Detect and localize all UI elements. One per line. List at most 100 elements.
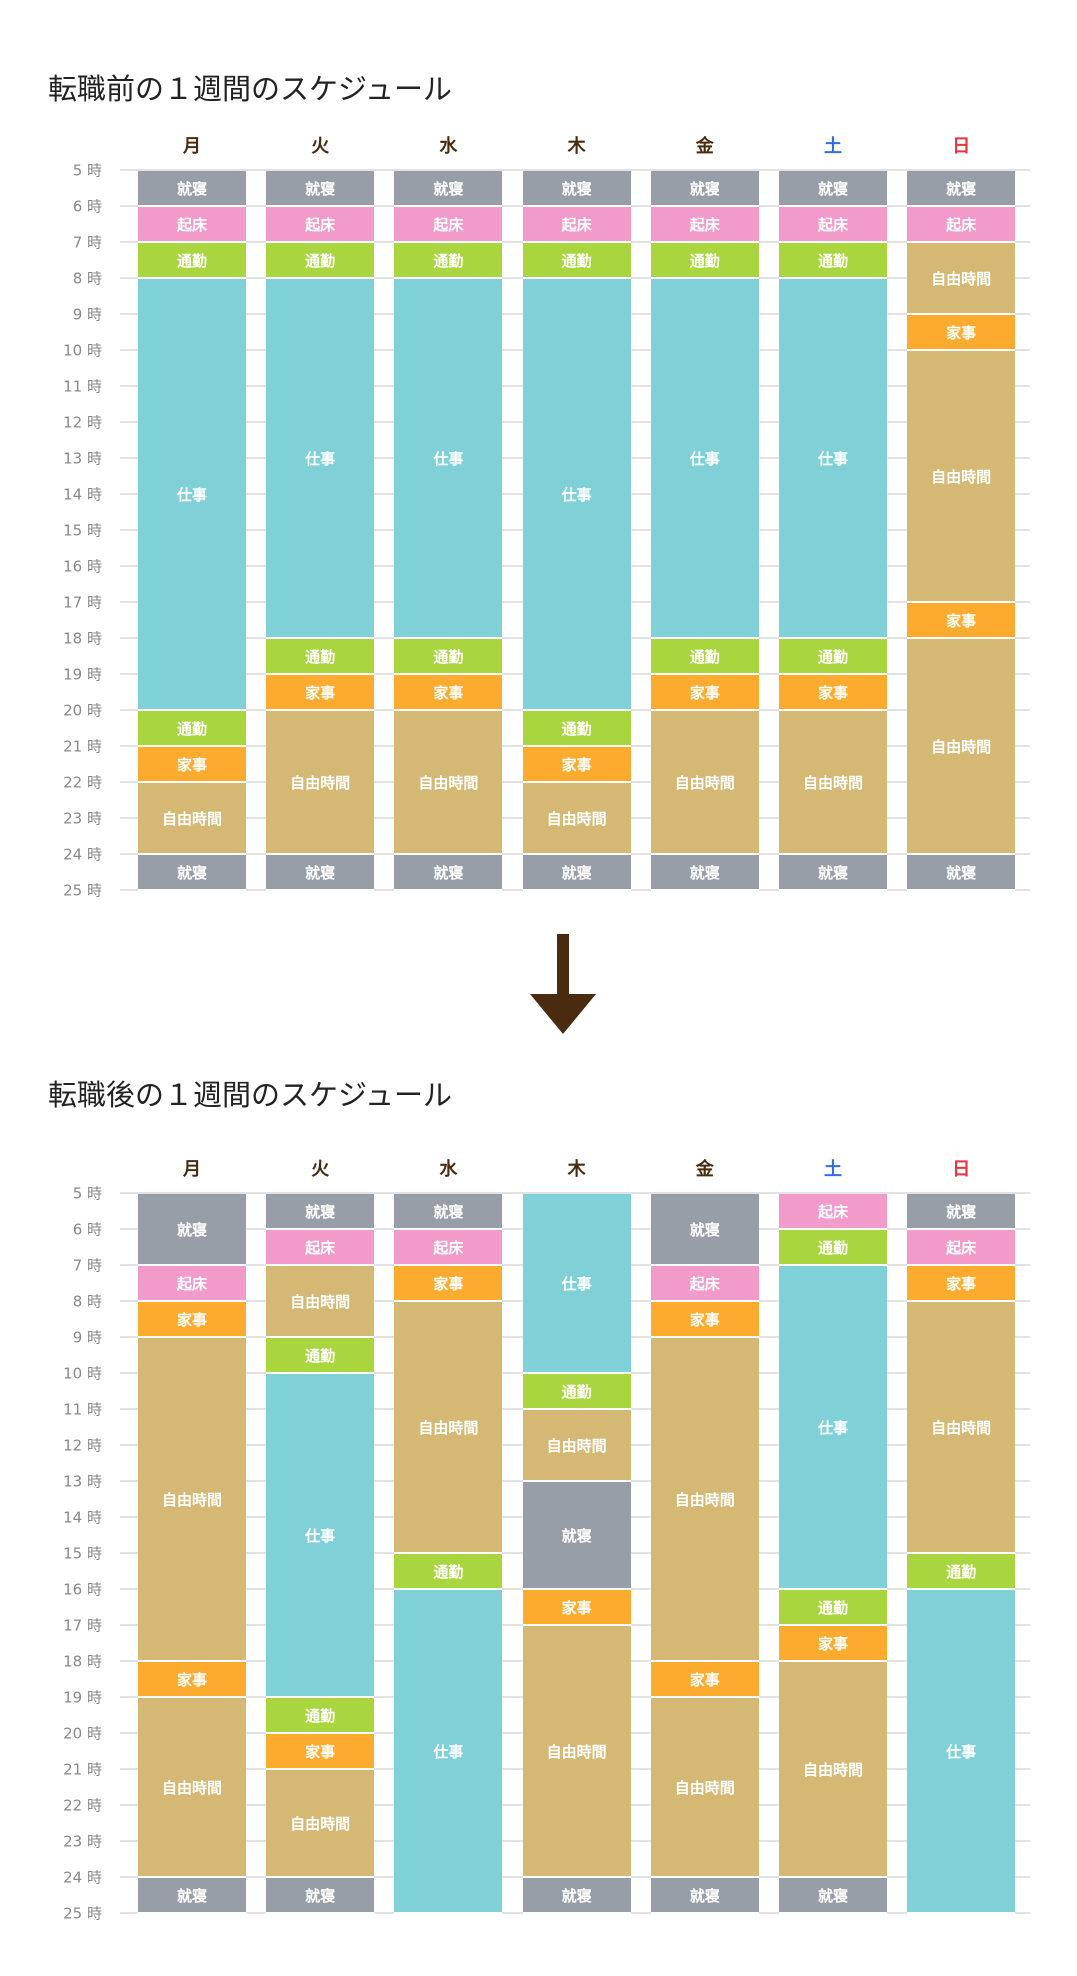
schedule-block: 仕事 [907, 1590, 1016, 1914]
chart-title-before: 転職前の１週間のスケジュール [48, 72, 452, 106]
schedule-block: 就寝 [138, 1194, 246, 1266]
hour-label: 17 時 [63, 1616, 102, 1635]
hour-label: 19 時 [63, 665, 102, 684]
schedule-block: 通勤 [779, 1590, 887, 1626]
schedule-block: 就寝 [650, 1878, 759, 1914]
schedule-block: 就寝 [138, 1878, 246, 1914]
schedule-block: 就寝 [394, 855, 503, 891]
hour-label: 20 時 [63, 1724, 102, 1743]
schedule-block: 自由時間 [650, 711, 759, 855]
schedule-block: 就寝 [522, 1482, 631, 1590]
hour-label: 8 時 [72, 269, 102, 288]
hour-label: 21 時 [63, 737, 102, 756]
schedule-block: 家事 [394, 1266, 503, 1302]
schedule-block: 就寝 [266, 855, 375, 891]
hour-label: 24 時 [63, 845, 102, 864]
hour-label: 18 時 [63, 629, 102, 648]
schedule-block: 通勤 [522, 243, 631, 279]
schedule-block: 就寝 [394, 171, 503, 207]
day-header: 月 [183, 1159, 201, 1180]
schedule-block: 就寝 [394, 1194, 503, 1230]
hour-label: 11 時 [63, 377, 102, 396]
schedule-block: 自由時間 [522, 1410, 631, 1482]
schedule-block: 仕事 [138, 279, 246, 711]
schedule-block: 通勤 [779, 243, 887, 279]
schedule-block: 自由時間 [266, 1266, 375, 1338]
hour-label: 16 時 [63, 557, 102, 576]
schedule-block: 就寝 [907, 855, 1016, 891]
hour-label: 25 時 [63, 1904, 102, 1923]
schedule-block: 就寝 [522, 171, 631, 207]
schedule-block: 就寝 [650, 171, 759, 207]
day-header: 土 [824, 1159, 842, 1180]
schedule-block: 就寝 [779, 171, 887, 207]
hour-label: 23 時 [63, 809, 102, 828]
hour-label: 19 時 [63, 1688, 102, 1707]
chart-title-after: 転職後の１週間のスケジュール [48, 1078, 452, 1112]
schedule-block: 就寝 [650, 1194, 759, 1266]
schedule-block: 起床 [138, 207, 246, 243]
schedule-block: 家事 [779, 675, 887, 711]
day-header: 水 [439, 1159, 458, 1180]
hour-label: 14 時 [63, 485, 102, 504]
schedule-block: 就寝 [779, 1878, 887, 1914]
schedule-block: 仕事 [266, 1374, 375, 1698]
schedule-block: 家事 [522, 1590, 631, 1626]
hour-label: 15 時 [63, 521, 102, 540]
schedule-block: 起床 [394, 207, 503, 243]
hour-label: 13 時 [63, 1472, 102, 1491]
schedule-block: 仕事 [779, 279, 887, 639]
gridline [120, 169, 1030, 171]
schedule-block: 自由時間 [650, 1338, 759, 1662]
day-header: 金 [695, 1159, 714, 1180]
schedule-block: 自由時間 [779, 1662, 887, 1878]
hour-label: 18 時 [63, 1652, 102, 1671]
schedule-block: 通勤 [650, 243, 759, 279]
schedule-block: 起床 [650, 1266, 759, 1302]
arrow-down-icon [530, 934, 596, 1034]
hour-label: 22 時 [63, 1796, 102, 1815]
day-header: 金 [695, 136, 714, 157]
schedule-block: 起床 [266, 207, 375, 243]
schedule-block: 家事 [779, 1626, 887, 1662]
schedule-block: 通勤 [266, 1338, 375, 1374]
schedule-block: 就寝 [266, 1878, 375, 1914]
schedule-block: 就寝 [907, 171, 1016, 207]
hour-label: 20 時 [63, 701, 102, 720]
schedule-block: 通勤 [138, 243, 246, 279]
day-header: 火 [311, 1159, 330, 1180]
schedule-block: 起床 [779, 1194, 887, 1230]
schedule-block: 仕事 [522, 1194, 631, 1374]
schedule-block: 就寝 [138, 855, 246, 891]
schedule-block: 家事 [650, 675, 759, 711]
hour-label: 13 時 [63, 449, 102, 468]
schedule-block: 自由時間 [907, 243, 1016, 315]
schedule-block: 自由時間 [779, 711, 887, 855]
schedule-block: 通勤 [522, 1374, 631, 1410]
day-header: 木 [567, 1159, 586, 1180]
day-header: 水 [439, 136, 458, 157]
schedule-block: 起床 [394, 1230, 503, 1266]
hour-label: 10 時 [63, 1364, 102, 1383]
schedule-block: 就寝 [138, 171, 246, 207]
schedule-block: 起床 [779, 207, 887, 243]
hour-label: 17 時 [63, 593, 102, 612]
schedule-block: 起床 [650, 207, 759, 243]
schedule-block: 家事 [138, 1302, 246, 1338]
hour-label: 5 時 [72, 1184, 102, 1203]
hour-label: 7 時 [72, 1256, 102, 1275]
schedule-block: 就寝 [522, 855, 631, 891]
schedule-block: 自由時間 [138, 1338, 246, 1662]
schedule-block: 仕事 [266, 279, 375, 639]
schedule-block: 就寝 [266, 171, 375, 207]
hour-label: 15 時 [63, 1544, 102, 1563]
schedule-block: 自由時間 [138, 1698, 246, 1878]
schedule-block: 仕事 [394, 279, 503, 639]
schedule-block: 自由時間 [522, 783, 631, 855]
hour-label: 25 時 [63, 881, 102, 900]
schedule-block: 自由時間 [650, 1698, 759, 1878]
schedule-block: 自由時間 [138, 783, 246, 855]
hour-label: 9 時 [72, 1328, 102, 1347]
hour-label: 16 時 [63, 1580, 102, 1599]
schedule-block: 家事 [650, 1302, 759, 1338]
